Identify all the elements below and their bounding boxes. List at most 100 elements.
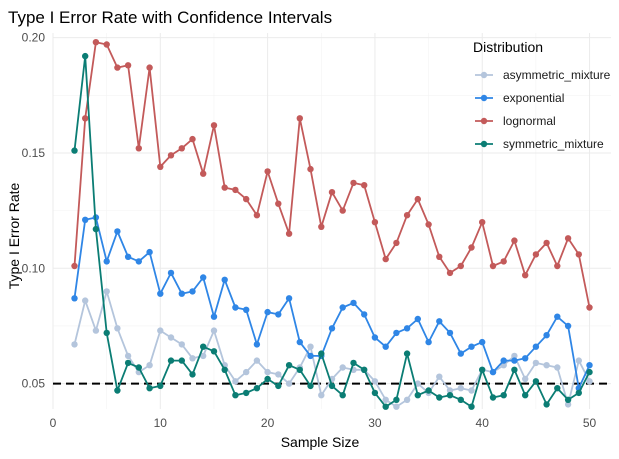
data-point-exponential xyxy=(511,357,518,364)
data-point-lognormal xyxy=(468,244,475,251)
data-point-exponential xyxy=(500,357,507,364)
data-point-exponential xyxy=(489,368,497,376)
data-point-symmetric_mixture xyxy=(243,389,250,397)
y-tick-label: 0.15 xyxy=(22,146,46,160)
x-axis-title: Sample Size xyxy=(281,434,360,450)
data-point-exponential xyxy=(328,325,336,332)
data-point-symmetric_mixture xyxy=(124,359,132,367)
data-point-symmetric_mixture xyxy=(328,382,336,390)
data-point-symmetric_mixture xyxy=(350,359,357,367)
data-point-asymmetric_mixture xyxy=(339,364,346,371)
data-point-symmetric_mixture xyxy=(285,362,293,369)
data-point-symmetric_mixture xyxy=(167,357,175,364)
data-point-lognormal xyxy=(232,186,239,194)
data-point-lognormal xyxy=(200,170,207,177)
y-tick-label: 0.20 xyxy=(22,31,46,45)
data-point-symmetric_mixture xyxy=(564,396,572,403)
data-point-asymmetric_mixture xyxy=(114,325,121,332)
data-point-asymmetric_mixture xyxy=(232,378,239,385)
data-point-exponential xyxy=(414,315,421,323)
data-point-lognormal xyxy=(318,223,325,230)
data-point-exponential xyxy=(361,311,368,318)
data-point-exponential xyxy=(339,304,346,311)
data-point-lognormal xyxy=(446,269,454,277)
data-point-symmetric_mixture xyxy=(586,368,593,376)
data-point-lognormal xyxy=(103,41,110,48)
data-point-exponential xyxy=(221,276,228,283)
data-point-exponential xyxy=(275,311,282,318)
data-point-lognormal xyxy=(425,221,432,228)
legend-item-asymmetric_mixture: asymmetric_mixture xyxy=(475,68,611,82)
data-point-lognormal xyxy=(564,235,572,242)
data-point-exponential xyxy=(114,228,121,235)
data-point-symmetric_mixture xyxy=(71,147,78,154)
data-point-symmetric_mixture xyxy=(382,403,389,410)
data-point-exponential xyxy=(210,313,218,320)
y-tick-label: 0.05 xyxy=(22,377,46,391)
data-point-exponential xyxy=(307,352,314,360)
data-point-lognormal xyxy=(71,262,78,270)
data-point-exponential xyxy=(82,216,89,223)
data-point-symmetric_mixture xyxy=(543,401,550,408)
data-point-exponential xyxy=(543,332,550,339)
data-point-exponential xyxy=(457,350,464,357)
data-point-exponential xyxy=(232,304,239,311)
legend-item-exponential: exponential xyxy=(475,91,564,105)
data-point-asymmetric_mixture xyxy=(243,368,250,376)
data-point-symmetric_mixture xyxy=(178,357,185,364)
data-point-asymmetric_mixture xyxy=(71,341,78,348)
data-point-exponential xyxy=(586,362,593,369)
data-point-lognormal xyxy=(543,239,550,247)
series-asymmetric_mixture xyxy=(71,288,593,410)
data-point-asymmetric_mixture xyxy=(554,364,561,371)
data-point-exponential xyxy=(296,338,303,346)
data-point-lognormal xyxy=(393,239,400,247)
data-point-exponential xyxy=(167,269,175,277)
data-point-asymmetric_mixture xyxy=(82,297,89,304)
legend-label: lognormal xyxy=(503,114,556,128)
data-point-symmetric_mixture xyxy=(318,350,325,357)
data-point-lognormal xyxy=(307,165,314,173)
data-point-lognormal xyxy=(328,189,336,196)
data-point-exponential xyxy=(393,329,400,337)
legend-key-point xyxy=(480,140,488,148)
data-point-exponential xyxy=(124,253,132,260)
data-point-exponential xyxy=(146,248,153,256)
data-point-symmetric_mixture xyxy=(371,389,379,397)
data-point-lognormal xyxy=(135,145,142,152)
data-point-symmetric_mixture xyxy=(221,366,228,373)
data-point-exponential xyxy=(371,334,379,341)
data-point-asymmetric_mixture xyxy=(307,343,314,350)
data-point-exponential xyxy=(189,288,196,295)
data-point-lognormal xyxy=(243,195,250,203)
data-point-symmetric_mixture xyxy=(511,366,518,373)
data-point-lognormal xyxy=(371,219,379,226)
data-point-lognormal xyxy=(532,251,540,258)
data-point-lognormal xyxy=(436,253,443,260)
data-point-lognormal xyxy=(157,163,164,170)
legend-key-point xyxy=(480,94,488,102)
data-point-lognormal xyxy=(253,212,261,219)
series-lognormal xyxy=(71,39,593,311)
legend-key-point xyxy=(480,71,488,79)
data-point-exponential xyxy=(554,313,561,320)
legend-label: symmetric_mixture xyxy=(503,137,604,151)
legend-title: Distribution xyxy=(473,39,543,55)
data-point-lognormal xyxy=(554,262,561,270)
legend-item-lognormal: lognormal xyxy=(475,114,556,128)
data-point-asymmetric_mixture xyxy=(124,352,132,360)
data-point-lognormal xyxy=(500,258,507,265)
data-point-exponential xyxy=(436,318,443,325)
data-point-symmetric_mixture xyxy=(189,371,196,378)
legend-item-symmetric_mixture: symmetric_mixture xyxy=(475,137,604,151)
data-point-exponential xyxy=(564,322,572,330)
x-tick-label: 50 xyxy=(583,416,597,430)
data-point-lognormal xyxy=(167,152,175,159)
data-point-asymmetric_mixture xyxy=(318,392,325,399)
data-point-symmetric_mixture xyxy=(232,392,239,399)
data-point-symmetric_mixture xyxy=(522,392,529,399)
x-tick-label: 30 xyxy=(368,416,382,430)
data-point-asymmetric_mixture xyxy=(103,288,110,295)
